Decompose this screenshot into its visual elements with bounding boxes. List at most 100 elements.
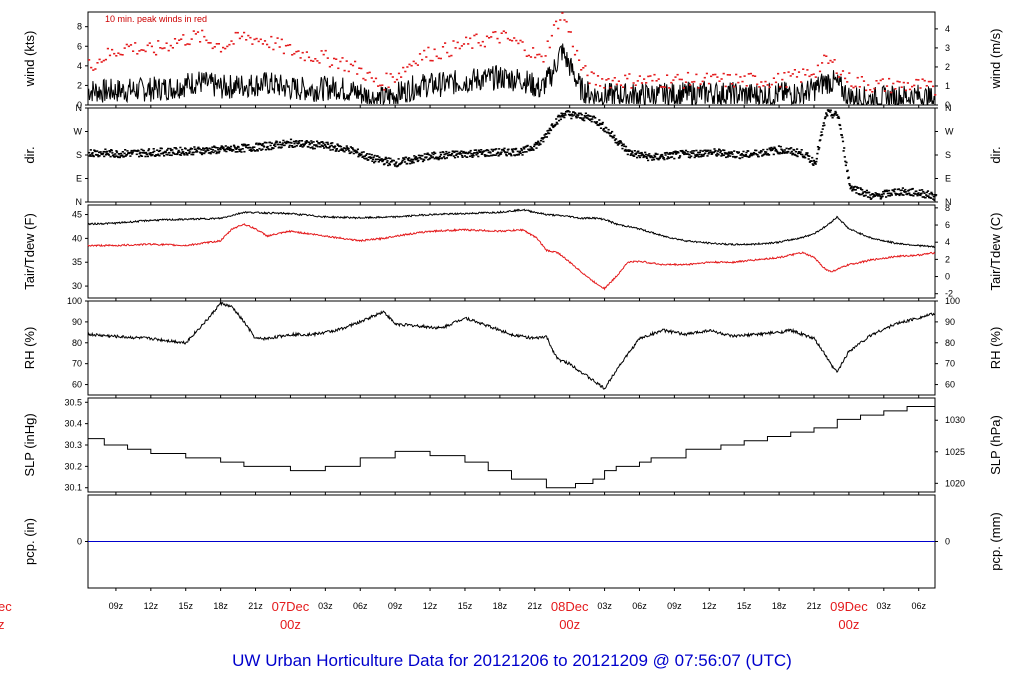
data-point <box>823 124 826 127</box>
data-point <box>832 114 835 117</box>
data-point <box>417 159 420 162</box>
data-point <box>911 85 914 88</box>
data-point <box>358 152 361 155</box>
data-point <box>588 115 591 117</box>
data-point <box>902 194 905 196</box>
data-point <box>653 154 656 157</box>
data-point <box>96 150 99 152</box>
data-point <box>797 71 801 73</box>
data-point <box>859 187 862 189</box>
data-point <box>588 82 591 85</box>
data-point <box>653 73 656 76</box>
data-point <box>153 150 156 153</box>
data-point <box>720 155 723 157</box>
data-point <box>345 149 348 151</box>
y-tick-label-right: 0 <box>945 537 950 547</box>
data-point <box>494 148 497 151</box>
data-point <box>278 141 281 143</box>
data-point <box>487 151 490 154</box>
data-point <box>463 151 466 154</box>
data-point <box>726 156 729 158</box>
data-point <box>130 149 133 152</box>
data-point <box>710 75 713 78</box>
data-point <box>431 156 434 158</box>
data-point <box>455 153 458 155</box>
data-point <box>704 149 707 152</box>
data-point <box>292 146 295 148</box>
data-point <box>649 156 652 159</box>
data-point <box>273 144 276 147</box>
y-tick-label-right: 6 <box>945 220 950 230</box>
data-point <box>312 141 315 143</box>
data-point <box>343 69 346 72</box>
data-point <box>819 134 822 137</box>
data-point <box>688 156 692 159</box>
data-point <box>406 66 409 68</box>
data-point <box>289 44 292 46</box>
data-point <box>584 65 587 67</box>
data-point <box>672 153 675 155</box>
data-point <box>297 140 300 143</box>
data-point <box>366 72 369 74</box>
data-point <box>565 111 568 113</box>
data-point <box>917 192 920 194</box>
data-point <box>824 116 827 118</box>
data-point <box>615 83 618 86</box>
data-point <box>261 148 264 150</box>
data-point <box>391 76 394 78</box>
data-point <box>211 149 215 151</box>
data-point <box>638 75 641 77</box>
data-point <box>885 189 888 192</box>
data-point <box>94 150 97 153</box>
data-point <box>669 156 672 159</box>
data-point <box>908 192 911 195</box>
data-point <box>523 49 526 52</box>
data-point <box>540 55 543 58</box>
data-point <box>247 144 250 146</box>
data-point <box>412 60 415 63</box>
data-point <box>548 132 551 135</box>
data-point <box>316 145 319 148</box>
data-point <box>580 69 583 71</box>
data-point <box>619 84 623 86</box>
data-point <box>608 132 611 135</box>
data-point <box>846 169 849 172</box>
data-point <box>272 147 275 149</box>
data-point <box>138 50 141 52</box>
data-point <box>178 151 181 153</box>
data-point <box>648 155 651 157</box>
data-point <box>456 156 459 158</box>
data-point <box>259 143 262 146</box>
data-point <box>316 140 319 143</box>
data-point <box>584 112 587 115</box>
y-axis-label: Tair/Tdew (F) <box>22 213 37 290</box>
data-point <box>529 148 532 150</box>
data-point <box>492 154 495 156</box>
data-point <box>253 146 256 148</box>
data-point <box>469 155 472 158</box>
data-point <box>728 74 731 76</box>
data-point <box>881 78 884 80</box>
data-point <box>925 191 928 194</box>
data-point <box>523 148 526 150</box>
data-point <box>281 144 284 146</box>
data-point <box>373 161 376 164</box>
data-point <box>226 45 229 48</box>
data-point <box>315 144 318 146</box>
data-point <box>822 125 825 127</box>
data-point <box>347 147 350 150</box>
x-tick-label: 21z <box>528 601 543 611</box>
data-point <box>661 86 664 88</box>
x-tick-label: 06z <box>632 601 647 611</box>
data-point <box>253 38 256 41</box>
data-point <box>630 150 633 153</box>
data-point <box>210 151 213 153</box>
y-tick-label-right: 60 <box>945 380 955 390</box>
data-point <box>707 153 710 155</box>
y-tick-label-right: 80 <box>945 338 955 348</box>
data-point <box>715 155 718 157</box>
data-point <box>341 148 344 151</box>
data-point <box>928 196 931 199</box>
data-point <box>650 155 653 158</box>
data-point <box>402 66 405 69</box>
